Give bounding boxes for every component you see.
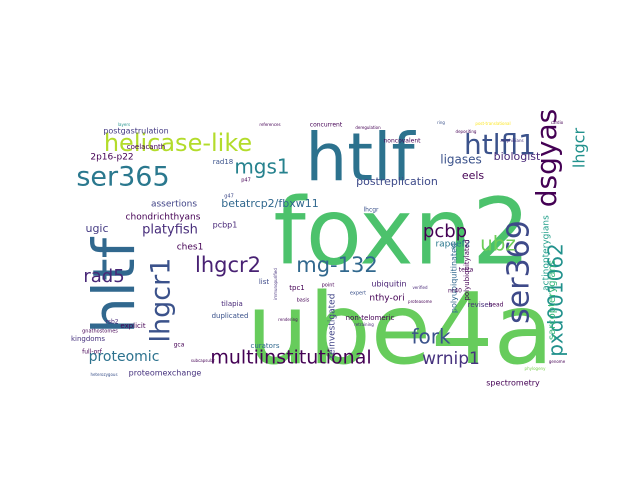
word-genome: genome [549, 359, 566, 364]
word-postreplication: postreplication [356, 175, 438, 188]
word-rad5: rad5 [83, 266, 124, 287]
word-ches1: ches1 [177, 243, 204, 253]
word-nthy-ori: nthy-ori [369, 294, 404, 304]
word-references: references [259, 122, 280, 127]
word-lhcgr: lhcgr [363, 207, 379, 214]
word-retraining: retraining [354, 322, 374, 327]
word-basis: basis [297, 298, 310, 304]
word-proteomic: proteomic [89, 349, 160, 365]
word-fork: fork [411, 325, 451, 349]
word-verified: verified [412, 285, 428, 290]
word-htlf: htlf [305, 119, 416, 196]
word-subcapsular: subcapsular [191, 358, 216, 363]
word-kingdoms: kingdoms [71, 335, 105, 343]
word-proteasome: proteasome [408, 299, 432, 304]
word-tilapia: tilapia [221, 300, 243, 308]
word-multiinstitutional: multiinstitutional [210, 347, 371, 369]
word-tetra: tetra [459, 267, 474, 274]
word-rad18: rad18 [213, 158, 234, 166]
word-curators: curators [250, 342, 279, 350]
word-sarcopterygians: sarcopterygians [547, 260, 558, 340]
word-full-orf: full-orf [82, 349, 103, 356]
word-depositing: depositing [456, 129, 477, 134]
word-heterozygous: heterozygous [90, 372, 117, 377]
word-expert: expert [350, 291, 366, 297]
word-htlfl1: htlfl1 [464, 128, 536, 161]
word-assertions: assertions [151, 200, 197, 210]
word-ligases: ligases [440, 153, 482, 167]
word-ser365: ser365 [76, 162, 169, 193]
word-platyfish: platyfish [142, 223, 198, 238]
word-head: head [489, 302, 504, 309]
word-chondrichthyans: chondrichthyans [126, 213, 201, 223]
word-concurrent: concurrent [310, 122, 343, 129]
word-rendering: rendering [278, 317, 298, 322]
word-cardio: cardio [551, 120, 564, 125]
word-ubiquitin: ubiquitin [371, 280, 406, 289]
word-mg-132: mg-132 [296, 253, 377, 277]
word-rsb2: rsb2 [105, 319, 118, 326]
word-mgs1: mgs1 [234, 155, 289, 179]
word-gca: gca [174, 342, 185, 349]
word-nr40: nr40 [448, 288, 462, 295]
word-polyubiquitinated: polyubiquitinated [450, 243, 459, 313]
word-rapgef2: rapgef2 [435, 240, 470, 250]
word-coelacanth: coelacanth [127, 143, 165, 151]
word-helicase-like: helicase-like [104, 129, 252, 157]
word-ring: ring [437, 120, 445, 125]
word-pcbp1: pcbp1 [213, 221, 238, 230]
word-wrnip1: wrnip1 [422, 349, 480, 369]
word-lhgcr2: lhgcr2 [195, 253, 261, 277]
word-duplicated: duplicated [212, 312, 249, 320]
word-tpc1: tpc1 [289, 284, 305, 292]
word-non-telomeric: non-telomeric [346, 314, 395, 322]
word-biologist: biologist [494, 150, 541, 163]
word-polyubiquitylated: polyubiquitylated [463, 239, 471, 300]
word-pcbp: pcbp [423, 221, 467, 242]
word-lhgcr: lhgcr [570, 128, 589, 169]
word-betatrcp2-fbxw11: betatrcp2/fbxw11 [221, 197, 319, 210]
word-reinvestigated: reinvestigated [328, 294, 338, 359]
word-list: list [259, 278, 270, 286]
word-postgastrulation: postgastrulation [103, 127, 168, 136]
word-ube4a: ube4a [246, 273, 553, 387]
word-explicit: explicit [120, 322, 145, 330]
word-eels: eels [462, 169, 485, 182]
word-g47: g47 [224, 194, 234, 200]
word-revises: revises [468, 301, 493, 309]
word-proteomexchange: proteomexchange [129, 369, 202, 378]
word-noncovalent: noncovalent [384, 138, 422, 145]
word-phylogeny: phylogeny [525, 366, 547, 371]
word-deregulation: deregulation [355, 125, 381, 130]
word-spectrometry: spectrometry [486, 379, 540, 388]
word-ubz: ubz [480, 232, 516, 256]
word-amphibians: amphibians [500, 138, 523, 143]
word-lhgcr1: lhgcr1 [146, 258, 177, 343]
word-pxd001062: pxd001062 [544, 243, 568, 357]
word-2p16-p22: 2p16-p22 [90, 153, 133, 163]
word-layers: layers [118, 122, 130, 127]
word-ser369: ser369 [502, 220, 537, 324]
word-dsgyas: dsgyas [530, 109, 563, 207]
word-actinopterygians: actinopterygians [542, 215, 552, 291]
word-ugic: ugic [85, 222, 108, 235]
word-point: point [322, 283, 335, 289]
word-hltf: hltf [80, 236, 148, 334]
word-p47: p47 [241, 178, 251, 184]
word-gnathostomes: gnathostomes [82, 329, 118, 335]
word-immunopurified: immunopurified [273, 268, 278, 300]
word-foxn2: foxn2 [273, 178, 530, 285]
word-post-translational: post-translational [475, 121, 510, 126]
